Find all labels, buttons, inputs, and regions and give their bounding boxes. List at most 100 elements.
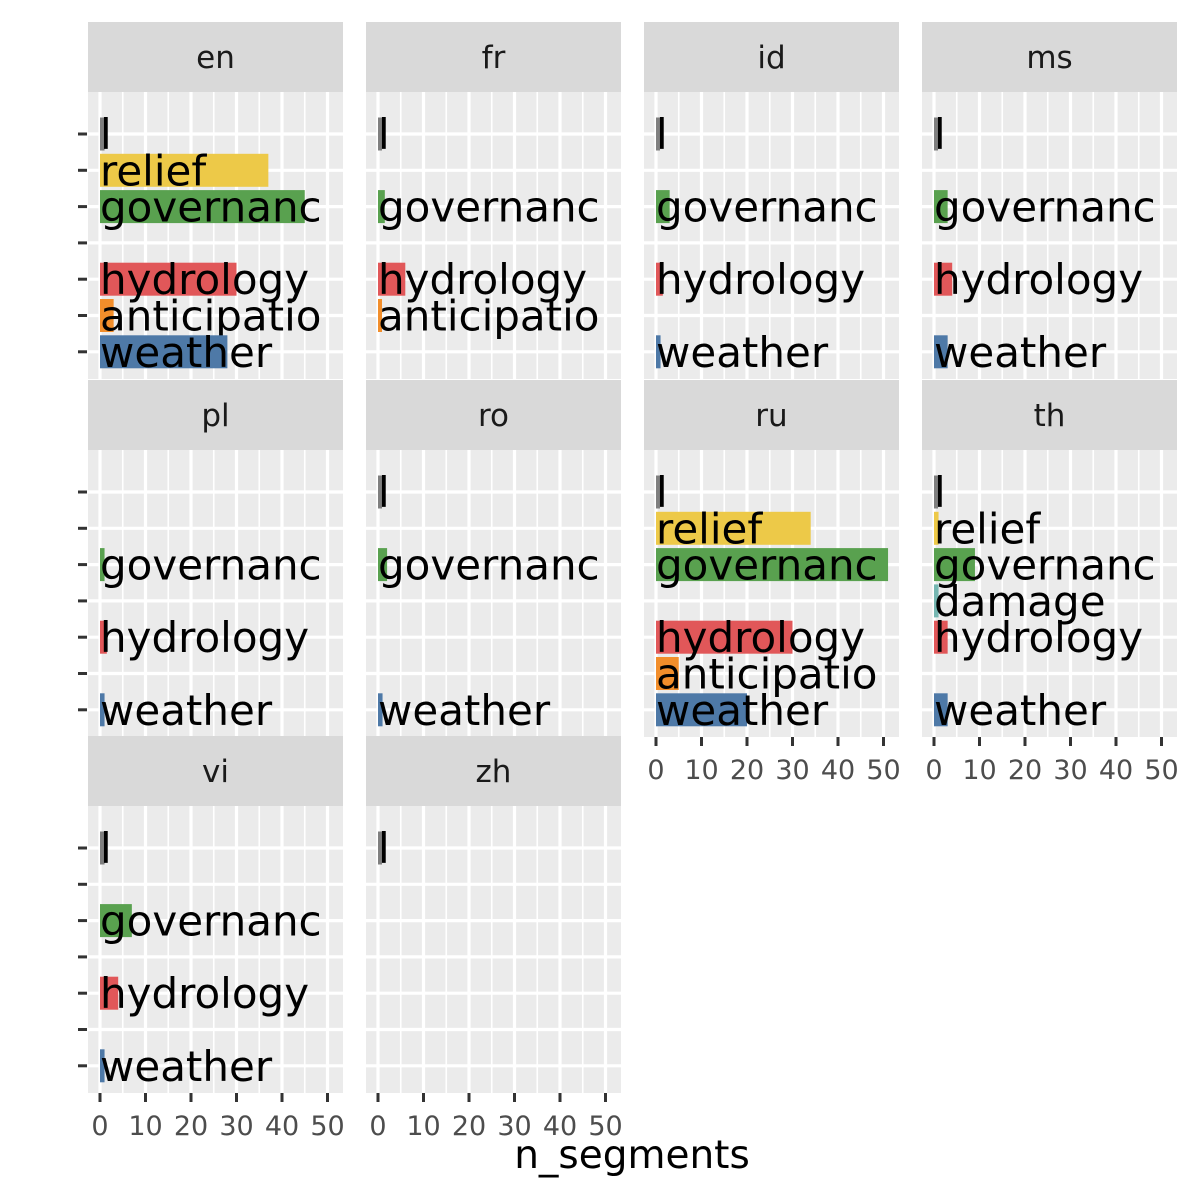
bar-label-hydrology: hydrology xyxy=(934,255,1143,304)
bar-label-l: l xyxy=(656,468,668,517)
facet-id: id l governanc hydrology weather xyxy=(644,22,899,379)
x-tick-label: 50 xyxy=(1144,755,1178,786)
bar-damage xyxy=(934,584,939,618)
x-tick-label: 0 xyxy=(91,1111,108,1142)
bar-governanc xyxy=(656,548,889,582)
bar-label-governanc: governanc xyxy=(100,183,322,232)
bar-label-relief: relief xyxy=(656,504,763,553)
facet-strip-label: pl xyxy=(201,398,229,434)
x-axis-title: n_segments xyxy=(514,1133,750,1178)
x-tick-label: 40 xyxy=(821,755,855,786)
facet-plot-area xyxy=(644,92,899,379)
bar-label-hydrology: hydrology xyxy=(934,613,1143,662)
bar-governanc xyxy=(378,548,388,582)
facet-ro: ro l governanc weather xyxy=(366,380,621,737)
x-tick-label: 20 xyxy=(730,755,764,786)
facet-strip-label: ro xyxy=(478,398,509,434)
facet-strip xyxy=(922,380,1177,450)
bar-relief xyxy=(934,511,939,545)
bar-l xyxy=(100,831,105,865)
bar-label-hydrology: hydrology xyxy=(656,255,865,304)
x-tick-label: 50 xyxy=(588,1111,622,1142)
x-tick-label: 0 xyxy=(647,755,664,786)
facet-strip-label: id xyxy=(757,40,785,76)
bar-governanc xyxy=(100,190,305,224)
bar-weather xyxy=(100,335,228,369)
bar-hydrology xyxy=(656,620,793,654)
bar-label-hydrology: hydrology xyxy=(100,255,309,304)
facet-strip xyxy=(644,22,899,92)
bar-hydrology xyxy=(100,262,237,296)
bar-l xyxy=(656,475,660,509)
bar-governanc xyxy=(934,190,948,224)
bar-weather xyxy=(100,693,105,727)
bar-governanc xyxy=(378,190,385,224)
bar-l xyxy=(378,831,382,865)
x-tick-label: 0 xyxy=(369,1111,386,1142)
bar-label-hydrology: hydrology xyxy=(100,613,309,662)
bar-label-governanc: governanc xyxy=(100,541,322,590)
facet-plot-area xyxy=(366,806,621,1093)
bar-label-governanc: governanc xyxy=(656,183,878,232)
x-tick-label: 50 xyxy=(310,1111,344,1142)
bar-label-anticipatio: anticipatio xyxy=(656,650,877,699)
bar-l xyxy=(378,117,382,151)
facet-strip xyxy=(88,736,343,806)
bar-hydrology xyxy=(100,620,107,654)
facet-strip xyxy=(366,380,621,450)
bar-label-damage: damage xyxy=(934,577,1106,626)
facet-strip-label: vi xyxy=(202,754,229,790)
facet-plot-area xyxy=(922,92,1177,379)
bar-label-governanc: governanc xyxy=(100,897,322,946)
facet-strip-label: ru xyxy=(755,398,787,434)
bar-label-l: l xyxy=(934,468,946,517)
x-tick-label: 30 xyxy=(1053,755,1087,786)
bar-relief xyxy=(656,511,811,545)
x-tick-label: 30 xyxy=(775,755,809,786)
bar-anticipatio xyxy=(656,657,679,690)
bar-hydrology xyxy=(100,976,119,1010)
bar-governanc xyxy=(100,904,132,938)
bar-label-governanc: governanc xyxy=(934,183,1156,232)
bar-l xyxy=(656,117,660,151)
bar-label-weather: weather xyxy=(934,328,1107,377)
bar-weather xyxy=(934,693,948,727)
facet-strip xyxy=(922,22,1177,92)
facet-plot-area xyxy=(88,806,343,1093)
facet-strip-label: zh xyxy=(476,754,512,790)
bar-weather xyxy=(934,335,948,369)
bar-l xyxy=(934,117,938,151)
facet-strip-label: th xyxy=(1034,398,1066,434)
facet-strip xyxy=(88,22,343,92)
bar-label-weather: weather xyxy=(100,686,273,735)
bar-label-weather: weather xyxy=(100,1042,273,1091)
bar-label-anticipatio: anticipatio xyxy=(100,292,321,341)
bar-hydrology xyxy=(656,262,663,296)
facet-panels: enlreliefgovernanchydrologyanticipatiowe… xyxy=(78,22,1179,1142)
facet-strip-label: en xyxy=(196,40,235,76)
bar-label-weather: weather xyxy=(100,328,273,377)
bar-label-weather: weather xyxy=(656,686,829,735)
facet-plot-area xyxy=(88,450,343,737)
bar-label-l: l xyxy=(656,110,668,159)
bar-label-weather: weather xyxy=(656,328,829,377)
x-tick-label: 10 xyxy=(684,755,718,786)
bar-governanc xyxy=(934,548,975,582)
x-tick-label: 30 xyxy=(497,1111,531,1142)
bar-label-governanc: governanc xyxy=(378,541,600,590)
x-tick-label: 0 xyxy=(925,755,942,786)
bar-label-weather: weather xyxy=(378,686,551,735)
x-tick-label: 10 xyxy=(406,1111,440,1142)
x-tick-label: 40 xyxy=(1099,755,1133,786)
bar-weather xyxy=(378,693,383,727)
bar-label-l: l xyxy=(378,110,390,159)
bar-label-relief: relief xyxy=(100,146,207,195)
facet-zh: zh l 0 10 20 30 40 50 xyxy=(366,736,623,1142)
bar-label-anticipatio: anticipatio xyxy=(378,292,599,341)
x-tick-label: 20 xyxy=(452,1111,486,1142)
bar-weather xyxy=(100,1049,105,1083)
facet-strip xyxy=(366,22,621,92)
